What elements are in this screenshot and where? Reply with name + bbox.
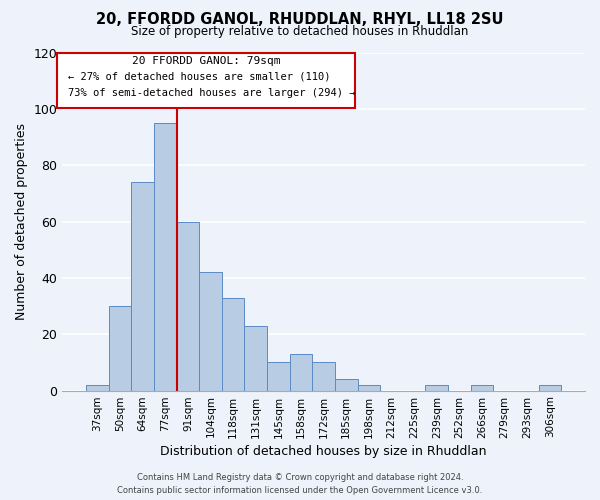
Bar [335,380,358,390]
Text: 20 FFORDD GANOL: 79sqm: 20 FFORDD GANOL: 79sqm [132,56,280,66]
Bar [154,123,176,390]
Bar [425,385,448,390]
Bar [358,385,380,390]
Text: 73% of semi-detached houses are larger (294) →: 73% of semi-detached houses are larger (… [68,88,355,98]
Bar [109,306,131,390]
Y-axis label: Number of detached properties: Number of detached properties [15,123,28,320]
Bar [176,222,199,390]
Bar [222,298,244,390]
Bar [267,362,290,390]
X-axis label: Distribution of detached houses by size in Rhuddlan: Distribution of detached houses by size … [160,444,487,458]
Bar [131,182,154,390]
Bar [199,272,222,390]
Bar [471,385,493,390]
Text: Size of property relative to detached houses in Rhuddlan: Size of property relative to detached ho… [131,25,469,38]
Text: 20, FFORDD GANOL, RHUDDLAN, RHYL, LL18 2SU: 20, FFORDD GANOL, RHUDDLAN, RHYL, LL18 2… [96,12,504,28]
Bar [313,362,335,390]
Bar [244,326,267,390]
Text: ← 27% of detached houses are smaller (110): ← 27% of detached houses are smaller (11… [68,71,330,81]
Text: Contains HM Land Registry data © Crown copyright and database right 2024.
Contai: Contains HM Land Registry data © Crown c… [118,474,482,495]
Bar [539,385,561,390]
FancyBboxPatch shape [57,52,355,108]
Bar [290,354,313,391]
Bar [86,385,109,390]
